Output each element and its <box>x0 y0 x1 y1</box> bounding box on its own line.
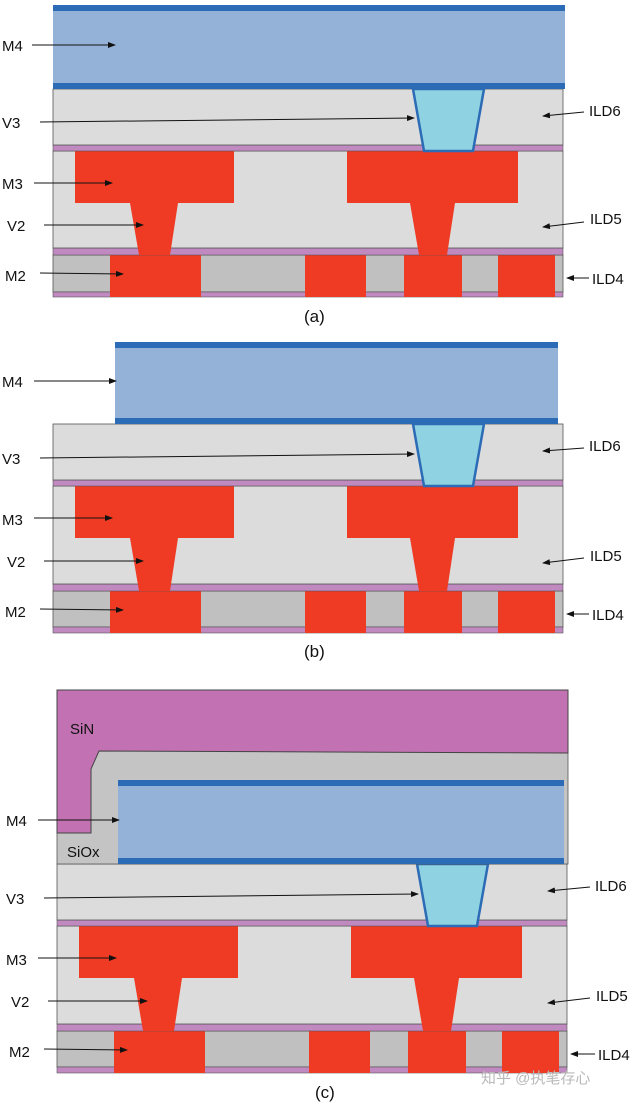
m2-lines <box>110 591 555 633</box>
label-ild4: ILD4 <box>598 1047 630 1064</box>
m4-line <box>53 5 565 89</box>
m3-dual-damascene <box>79 926 522 1031</box>
panel-b: M4 V3 M3 V2 M2 ILD6 ILD5 ILD4 (b) <box>2 342 624 661</box>
label-m3: M3 <box>2 176 23 193</box>
barrier-layer <box>56 1023 568 1032</box>
label-m2: M2 <box>9 1044 30 1061</box>
panel-c: SiN SiOx M4 V3 M3 V2 M2 ILD6 ILD5 ILD4 (… <box>6 689 630 1102</box>
label-m4: M4 <box>2 374 23 391</box>
label-m2: M2 <box>5 268 26 285</box>
m4-line <box>115 342 558 424</box>
label-v3: V3 <box>6 891 24 908</box>
label-v3: V3 <box>2 115 20 132</box>
m2-lines <box>114 1031 559 1073</box>
barrier-layer <box>52 247 564 256</box>
sin-layer <box>56 689 569 834</box>
barrier-layer <box>52 144 564 152</box>
label-v3: V3 <box>2 451 20 468</box>
label-ild6: ILD6 <box>589 438 621 455</box>
label-m4: M4 <box>6 813 27 830</box>
panel-a: M4 V3 M3 V2 M2 ILD6 ILD5 ILD4 (a) <box>2 5 624 326</box>
via3 <box>411 87 486 153</box>
label-sin: SiN <box>70 721 94 738</box>
label-v2: V2 <box>7 218 25 235</box>
label-ild5: ILD5 <box>596 988 628 1005</box>
via3 <box>415 862 490 928</box>
m2-lines <box>110 255 555 297</box>
watermark: 知乎 @执笔存心 <box>481 1070 590 1087</box>
label-m3: M3 <box>2 512 23 529</box>
label-ild4: ILD4 <box>592 607 624 624</box>
label-m2: M2 <box>5 604 26 621</box>
label-ild5: ILD5 <box>590 211 622 228</box>
m3-dual-damascene <box>75 151 518 255</box>
m3-dual-damascene <box>75 486 518 591</box>
label-ild5: ILD5 <box>590 548 622 565</box>
label-siox: SiOx <box>67 844 100 861</box>
via3 <box>411 422 486 488</box>
label-v2: V2 <box>7 554 25 571</box>
label-ild6: ILD6 <box>595 878 627 895</box>
ild6-layer <box>52 423 564 481</box>
barrier-layer <box>56 919 568 927</box>
m4-line <box>118 780 564 864</box>
label-m3: M3 <box>6 952 27 969</box>
barrier-layer <box>52 479 564 487</box>
ild6-layer <box>52 88 564 146</box>
label-ild4: ILD4 <box>592 271 624 288</box>
ild6-layer <box>56 863 568 921</box>
label-ild6: ILD6 <box>589 103 621 120</box>
caption-b: (b) <box>304 642 325 661</box>
barrier-layer <box>52 583 564 592</box>
label-m4: M4 <box>2 38 23 55</box>
caption-c: (c) <box>315 1083 335 1102</box>
caption-a: (a) <box>304 307 325 326</box>
label-v2: V2 <box>11 994 29 1011</box>
